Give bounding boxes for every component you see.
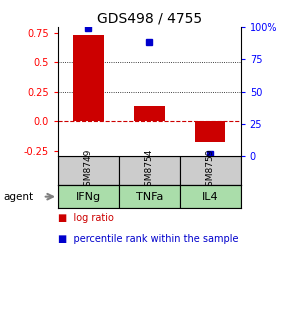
Bar [180,157,241,185]
Bar [119,157,180,185]
Text: IFNg: IFNg [76,192,101,202]
Text: GSM8754: GSM8754 [145,149,154,193]
Title: GDS498 / 4755: GDS498 / 4755 [97,12,202,26]
Bar [73,35,104,121]
Bar [195,121,225,142]
Bar [134,106,164,121]
Text: agent: agent [3,192,33,202]
Text: TNFa: TNFa [136,192,163,202]
Bar [58,157,119,185]
Bar [58,185,119,208]
Text: GSM8759: GSM8759 [206,149,215,193]
Text: GSM8749: GSM8749 [84,149,93,193]
Bar [180,185,241,208]
Text: IL4: IL4 [202,192,219,202]
Bar [119,185,180,208]
Text: ■  percentile rank within the sample: ■ percentile rank within the sample [58,234,238,244]
Text: ■  log ratio: ■ log ratio [58,213,114,223]
